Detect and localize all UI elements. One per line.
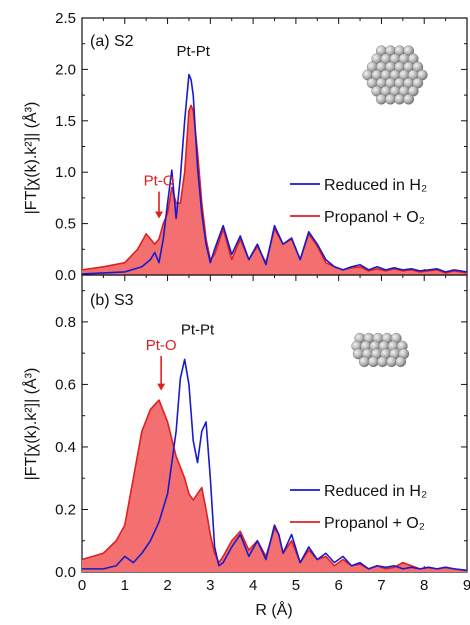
y-tick-label: 0.8 <box>55 314 76 331</box>
panel-b-plot <box>81 358 468 572</box>
legend-label-reduced-b: Reduced in H₂ <box>324 483 427 500</box>
panel-a-yticks: 0.0 0.5 1.0 1.5 2.0 2.5 <box>55 10 467 284</box>
panel-b-nanoparticle <box>351 332 410 368</box>
panel-b-yticks: 0.0 0.2 0.4 0.6 0.8 <box>55 290 467 581</box>
atom-sphere <box>386 356 397 368</box>
x-tick-label: 8 <box>420 577 428 594</box>
y-tick-label: 0.2 <box>55 501 76 518</box>
y-tick-label: 1.5 <box>55 113 76 130</box>
propanol-area-fill <box>82 400 467 572</box>
panel-a-label: (a) S2 <box>90 33 134 50</box>
x-tick-label: 4 <box>249 577 257 594</box>
y-tick-label: 2.5 <box>55 10 76 27</box>
panel-a-ylabel: |FT[χ(k).k²]| (Å³) <box>21 102 40 215</box>
atom-sphere <box>385 93 396 105</box>
panel-b: (b) S3 |FT[χ(k).k²]| (Å³) 0.00.20.40.60.… <box>21 274 470 619</box>
panel-a-plot <box>81 73 468 275</box>
y-tick-label: 1.0 <box>55 164 76 181</box>
panel-a-annotations: Pt-Pt Pt-O <box>144 43 211 219</box>
atom-sphere <box>403 93 415 105</box>
x-axis-title: R (Å) <box>255 600 292 619</box>
annotation-label: Pt-O <box>144 173 175 190</box>
y-tick-label: 0.5 <box>55 216 76 233</box>
x-tick-label: 1 <box>121 577 129 594</box>
panel-a-legend: Reduced in H₂ Propanol + O₂ <box>290 177 427 226</box>
reduced-series-line <box>81 73 468 275</box>
propanol-area-fill <box>82 105 467 275</box>
y-tick-label: 0.6 <box>55 376 76 393</box>
legend-label-propanol-a: Propanol + O₂ <box>324 209 425 226</box>
annotation-label: Pt-Pt <box>181 321 215 338</box>
annotation-arrow-head <box>155 211 163 219</box>
y-tick-label: 2.0 <box>55 61 76 78</box>
atom-sphere <box>367 356 379 368</box>
atom-sphere <box>358 356 370 368</box>
legend-label-reduced-a: Reduced in H₂ <box>324 177 427 194</box>
y-tick-label: 0.4 <box>55 439 76 456</box>
annotation-label: Pt-O <box>146 337 177 354</box>
y-tick-label: 0.0 <box>55 564 76 581</box>
x-tick-label: 6 <box>334 577 342 594</box>
panel-b-ylabel: |FT[χ(k).k²]| (Å³) <box>21 368 40 481</box>
x-tick-label: 3 <box>206 577 214 594</box>
atom-sphere <box>395 356 407 368</box>
panel-b-label: (b) S3 <box>90 292 134 309</box>
panel-b-xticks: 0 1 2 3 4 5 6 7 8 9 <box>78 275 470 594</box>
atom-sphere <box>377 356 388 368</box>
y-tick-label: 0.0 <box>55 267 76 284</box>
atom-sphere <box>394 93 405 105</box>
annotation-arrow-head <box>157 383 166 391</box>
atom-sphere <box>375 93 387 105</box>
panel-a: (a) S2 |FT[χ(k).k²]| (Å³) 0.0 0.5 1.0 1.5 2.… <box>21 10 468 284</box>
x-tick-label: 2 <box>163 577 171 594</box>
x-tick-label: 5 <box>292 577 300 594</box>
panel-b-legend: Reduced in H₂ Propanol + O₂ <box>290 483 427 532</box>
annotation-label: Pt-Pt <box>177 43 211 60</box>
x-tick-label: 7 <box>377 577 385 594</box>
panel-a-nanoparticle <box>362 45 428 105</box>
legend-label-propanol-b: Propanol + O₂ <box>324 515 425 532</box>
x-tick-label: 0 <box>78 577 86 594</box>
reduced-series-line <box>82 358 468 572</box>
x-tick-label: 9 <box>463 577 470 594</box>
